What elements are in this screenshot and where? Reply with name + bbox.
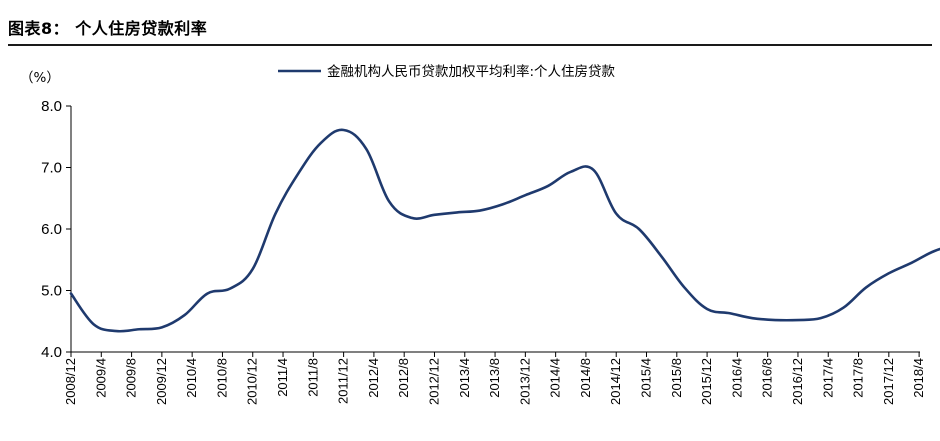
figure-title: 图表8： 个人住房贷款利率 bbox=[8, 19, 208, 38]
series-line bbox=[69, 128, 940, 333]
x-tick-label: 2009/12 bbox=[154, 358, 169, 405]
x-tick-label: 2013/8 bbox=[487, 358, 502, 398]
x-tick-label: 2014/4 bbox=[548, 358, 563, 398]
x-tick-label: 2018/4 bbox=[911, 358, 926, 398]
x-tick-label: 2010/8 bbox=[214, 358, 229, 398]
x-tick-label: 2009/8 bbox=[124, 358, 139, 398]
x-tick-label: 2010/12 bbox=[245, 358, 260, 405]
plot-area bbox=[69, 128, 940, 333]
x-tick-label: 2015/12 bbox=[699, 358, 714, 405]
x-tick-label: 2017/4 bbox=[820, 358, 835, 398]
x-tick-label: 2016/8 bbox=[760, 358, 775, 398]
x-tick-label: 2013/12 bbox=[517, 358, 532, 405]
legend: 金融机构人民币贷款加权平均利率:个人住房贷款 bbox=[278, 63, 616, 80]
x-tick-label: 2014/8 bbox=[578, 358, 593, 398]
x-tick-label: 2012/4 bbox=[366, 358, 381, 398]
x-tick-label: 2014/12 bbox=[608, 358, 623, 405]
x-tick-label: 2017/8 bbox=[851, 358, 866, 398]
x-tick-label: 2009/4 bbox=[93, 358, 108, 398]
y-tick-label: 7.0 bbox=[41, 160, 62, 177]
y-tick-label: 4.0 bbox=[41, 344, 62, 361]
x-tick-label: 2016/4 bbox=[729, 358, 744, 398]
legend-label: 金融机构人民币贷款加权平均利率:个人住房贷款 bbox=[327, 63, 616, 80]
x-tick-label: 2011/4 bbox=[275, 358, 290, 397]
x-tick-label: 2012/12 bbox=[426, 358, 441, 405]
x-tick-label: 2011/8 bbox=[305, 358, 320, 397]
y-tick-label: 5.0 bbox=[41, 283, 62, 300]
x-tick-label: 2017/12 bbox=[881, 358, 896, 405]
x-tick-label: 2013/4 bbox=[457, 358, 472, 398]
x-tick-label: 2015/4 bbox=[639, 358, 654, 398]
x-tick-label: 2010/4 bbox=[184, 358, 199, 398]
title-divider bbox=[8, 44, 932, 46]
x-tick-label: 2016/12 bbox=[790, 358, 805, 405]
y-axis: 4.0 5.0 6.0 7.0 8.0 bbox=[41, 98, 72, 361]
x-tick-label: 2011/12 bbox=[336, 358, 351, 404]
y-axis-unit-label: （%） bbox=[20, 70, 60, 86]
x-tick-label: 2008/12 bbox=[63, 358, 78, 405]
y-tick-label: 6.0 bbox=[41, 221, 62, 238]
x-tick-label: 2015/8 bbox=[669, 358, 684, 398]
x-axis: 2008/12 2009/4 2009/8 2009/12 2010/4 2010/8 20… bbox=[63, 351, 926, 405]
x-tick-label: 2012/8 bbox=[396, 358, 411, 398]
y-tick-label: 8.0 bbox=[41, 98, 62, 115]
